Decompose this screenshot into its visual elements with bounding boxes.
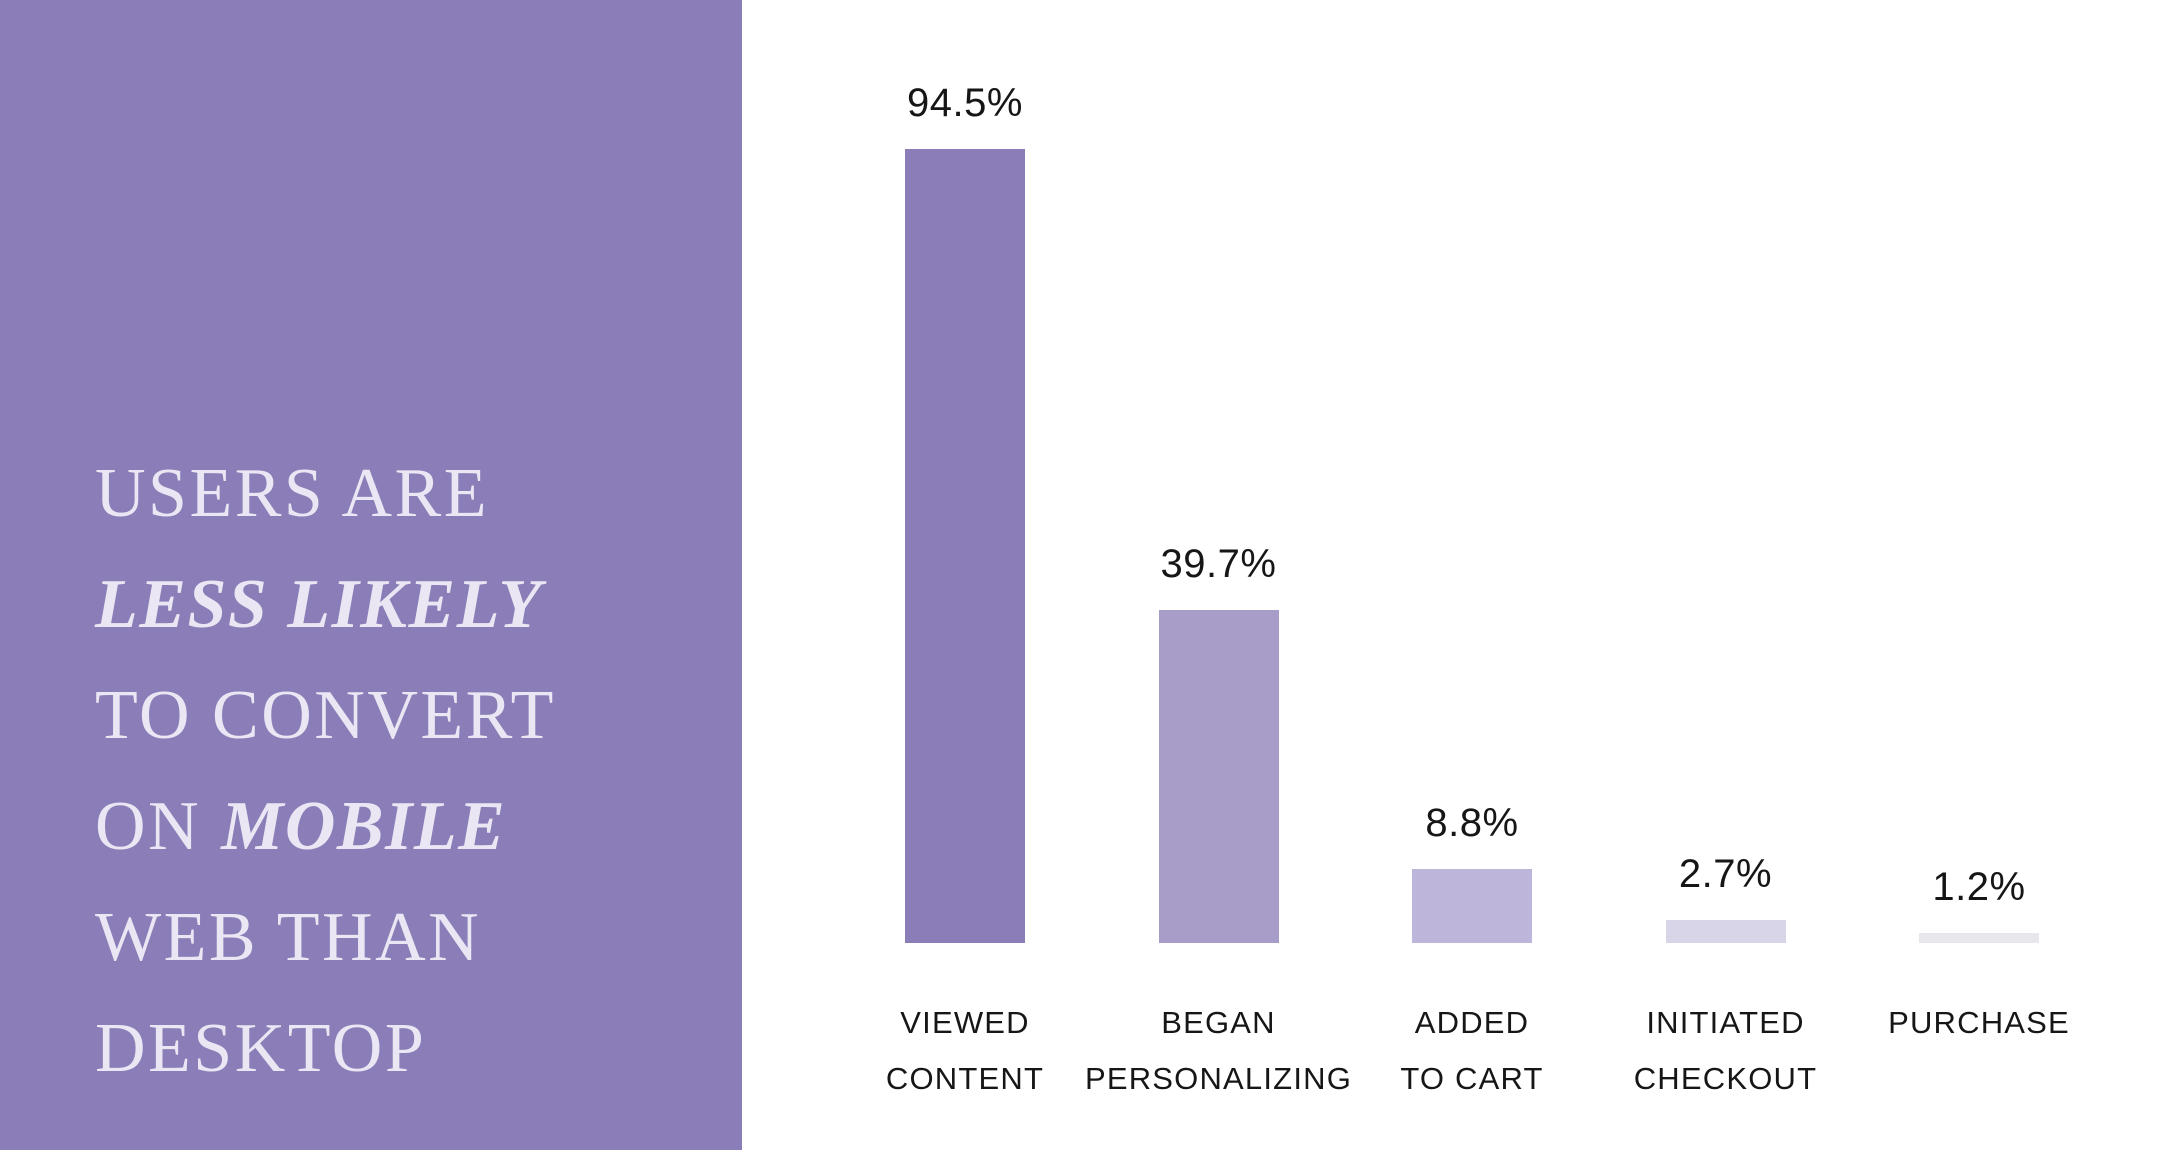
bar-column: 94.5% (825, 0, 1105, 943)
category-label: VIEWED CONTENT (825, 995, 1105, 1107)
headline-line: ON MOBILE (95, 771, 556, 882)
sidebar: USERS ARE LESS LIKELY TO CONVERT ON MOBILE W… (0, 0, 742, 1150)
bar (1665, 920, 1786, 943)
category-label-line: INITIATED (1646, 1005, 1805, 1040)
category-label: ADDED TO CART (1332, 995, 1612, 1107)
headline-segment: LESS LIKELY (95, 566, 543, 643)
category-label-line: CHECKOUT (1633, 1061, 1818, 1096)
headline-text: USERS ARE LESS LIKELY TO CONVERT ON MOBILE W… (95, 438, 556, 1104)
category-label: PURCHASE (1839, 995, 2119, 1051)
category-label-line: PERSONALIZING (1084, 1061, 1353, 1096)
headline-segment: USERS ARE (95, 455, 489, 532)
headline-line: DESKTOP (95, 993, 556, 1104)
bar-value-label: 39.7% (1160, 542, 1277, 586)
headline-line: USERS ARE (95, 438, 556, 549)
headline-segment: MOBILE (221, 788, 507, 865)
headline-segment: WEB THAN (95, 899, 482, 976)
bar (1158, 610, 1279, 943)
category-label-line: VIEWED (900, 1005, 1030, 1040)
bar (1919, 933, 2039, 943)
category-label: INITIATED CHECKOUT (1586, 995, 1866, 1107)
bar (1412, 869, 1532, 943)
funnel-bar-chart: 94.5% VIEWED CONTENT 39.7% BEGAN PERSONALIZIN… (742, 0, 2180, 1150)
bar-column: 8.8% (1332, 0, 1612, 943)
bar (905, 149, 1025, 943)
headline-segment: DESKTOP (95, 1010, 427, 1087)
bar-column: 39.7% (1079, 0, 1359, 943)
bar-column: 2.7% (1586, 0, 1866, 943)
bar-column: 1.2% (1839, 0, 2119, 943)
headline-line: WEB THAN (95, 882, 556, 993)
category-label-line: TO CART (1400, 1061, 1544, 1096)
category-label-line: BEGAN (1161, 1005, 1276, 1040)
headline-segment: ON (95, 788, 222, 865)
headline-line: LESS LIKELY (95, 549, 556, 660)
bar-value-label: 1.2% (1932, 865, 2026, 909)
category-label-line: ADDED (1414, 1005, 1530, 1040)
category-label-line: CONTENT (885, 1061, 1045, 1096)
bar-value-label: 2.7% (1678, 852, 1773, 896)
category-label: BEGAN PERSONALIZING (1079, 995, 1359, 1107)
bar-value-label: 94.5% (907, 81, 1023, 125)
headline-line: TO CONVERT (95, 660, 556, 771)
bar-value-label: 8.8% (1425, 801, 1519, 845)
headline-segment: TO CONVERT (95, 677, 556, 754)
category-label-line: PURCHASE (1888, 1005, 2070, 1040)
